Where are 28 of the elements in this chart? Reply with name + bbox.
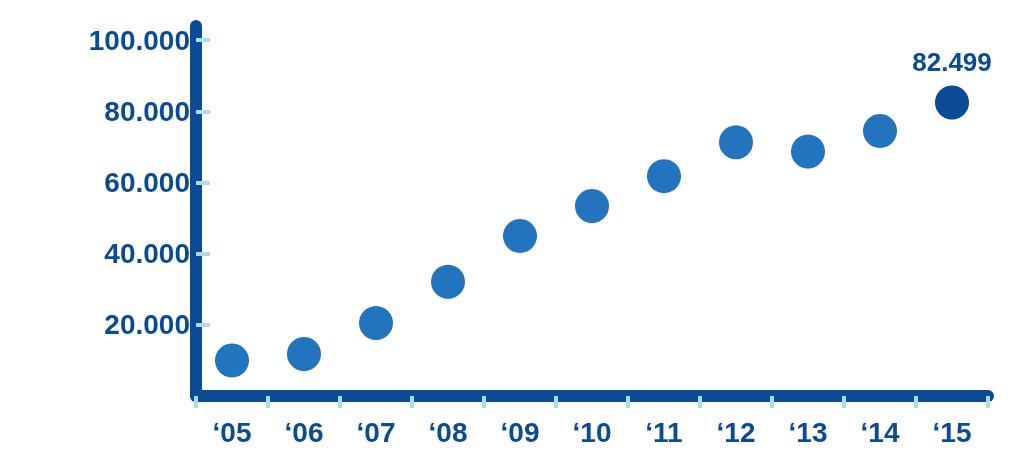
point: [359, 306, 393, 341]
x-tick-label: ‘07: [356, 416, 396, 448]
y-tick-label: 60.000: [104, 167, 190, 199]
x-tick-label: ‘09: [500, 416, 540, 448]
x-tick-label: ‘12: [716, 416, 756, 448]
x-tick-label: ‘08: [428, 416, 468, 448]
data-label: 82.499: [912, 47, 992, 78]
point: [575, 189, 609, 224]
point: [647, 159, 681, 194]
point: [935, 85, 969, 120]
y-tick-label: 80.000: [104, 95, 190, 127]
y-tick-label: 100.000: [88, 24, 190, 56]
point: [287, 337, 321, 372]
point: [791, 134, 825, 169]
point: [215, 343, 249, 378]
y-tick-label: 20.000: [104, 309, 190, 341]
x-tick-label: ‘11: [645, 416, 683, 448]
point: [863, 113, 897, 148]
point: [431, 264, 465, 299]
x-tick-label: ‘10: [572, 416, 612, 448]
point: [503, 218, 537, 253]
x-tick-label: ‘05: [212, 416, 252, 448]
y-tick-label: 40.000: [104, 238, 190, 270]
point: [719, 125, 753, 160]
x-tick-label: ‘14: [860, 416, 900, 448]
x-tick-label: ‘15: [932, 416, 972, 448]
x-tick-label: ‘06: [284, 416, 324, 448]
x-tick-label: ‘13: [788, 416, 828, 448]
